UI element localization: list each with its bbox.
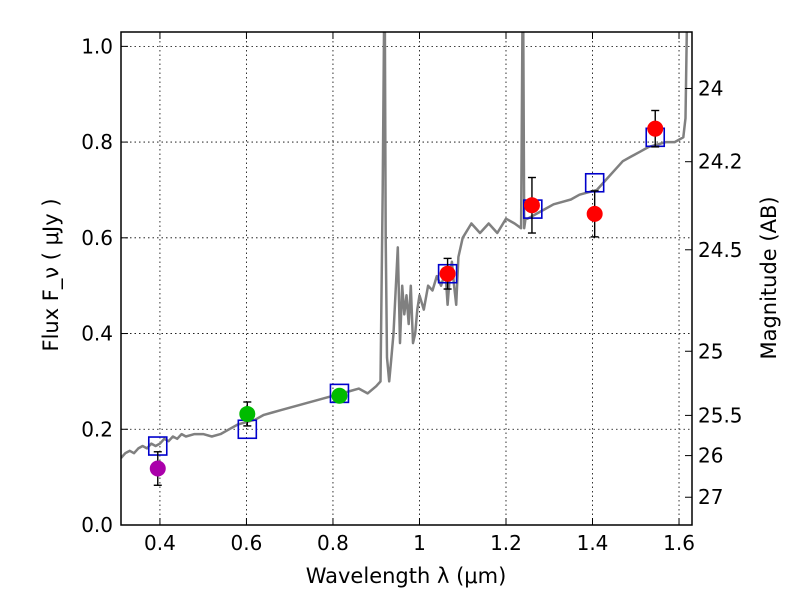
x-tick-label: 0.8 [317,531,349,555]
y-tick-label: 0.6 [81,226,113,250]
observed-flux-point [439,265,456,282]
y2-axis: 24 24.2 24.5 25 25.5 26 27 [685,76,743,509]
y2-axis-title: Magnitude (AB) [757,196,781,359]
observed-flux-point [239,405,256,422]
x-axis-title: Wavelength λ (μm) [306,564,507,588]
y-tick-label: 0.2 [81,417,113,441]
y2-tick-label: 24.2 [698,150,743,174]
y-tick-label: 0.8 [81,130,113,154]
y2-tick-label: 25 [698,339,723,363]
x-tick-label: 1.6 [663,531,695,555]
observed-flux-point [586,205,603,222]
y-axis-title: Flux F_ν ( μJy ) [39,198,64,351]
model-flux-square [584,172,605,193]
plot-frame [120,31,693,526]
model-spectrum-line [121,32,689,459]
model-spectrum-layer [121,32,689,459]
observed-flux-point [149,460,166,477]
observed-photometry-layer [149,109,664,486]
observed-flux-point [523,197,540,214]
x-tick-label: 0.4 [144,531,176,555]
y2-tick-label: 27 [698,485,723,509]
y2-tick-label: 24.5 [698,238,743,262]
y-tick-label: 0.0 [81,513,113,537]
observed-flux-point [647,120,664,137]
y-tick-label: 0.4 [81,322,113,346]
x-tick-label: 1.4 [577,531,609,555]
y-tick-label: 1.0 [81,34,113,58]
y-axis: 0.0 0.2 0.4 0.6 0.8 1.0 [81,34,128,537]
grid [121,32,692,526]
x-tick-label: 1.2 [490,531,522,555]
x-axis: 0.4 0.6 0.8 1 1.2 1.4 1.6 [144,32,695,555]
y2-tick-label: 26 [698,444,723,468]
model-photometry-layer [147,127,666,456]
y2-tick-label: 25.5 [698,403,743,427]
x-tick-label: 1 [413,531,426,555]
x-tick-label: 0.6 [231,531,263,555]
y2-tick-label: 24 [698,76,723,100]
observed-flux-point [331,387,348,404]
